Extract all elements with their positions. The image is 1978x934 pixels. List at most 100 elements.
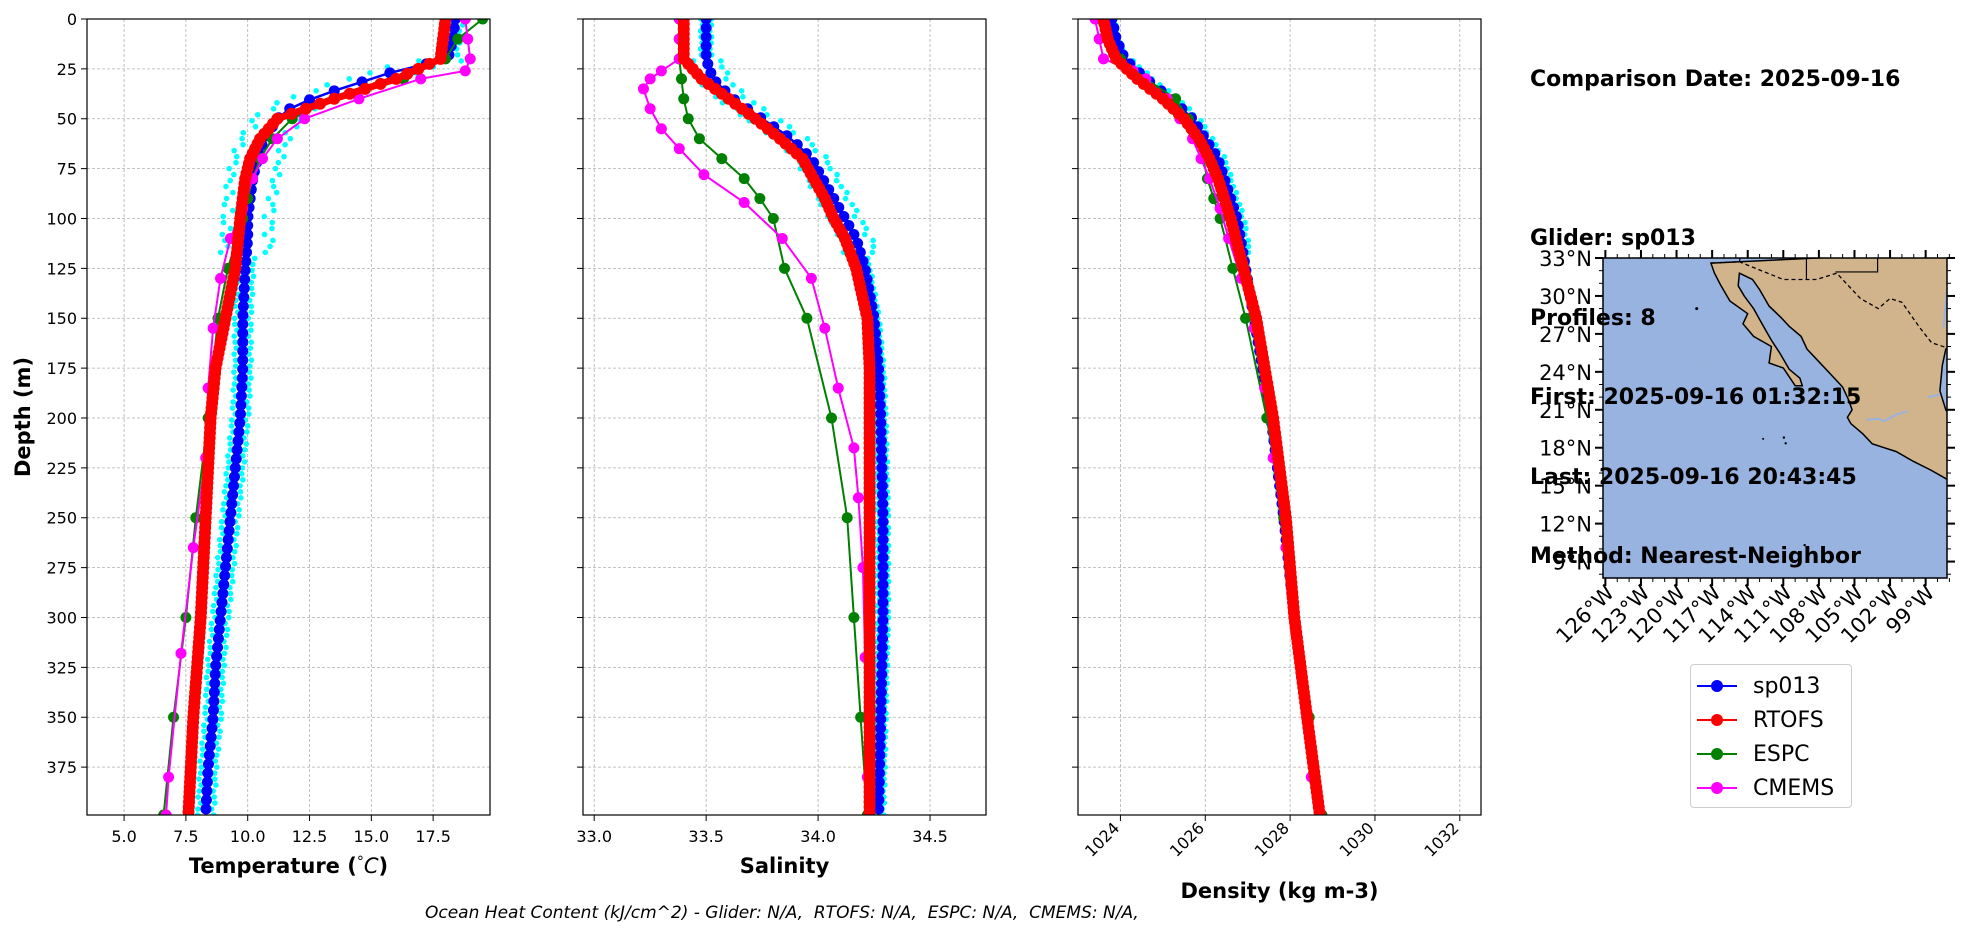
series-point-sp013 <box>874 758 886 770</box>
glider-profile-point <box>225 465 232 471</box>
glider-profile-point <box>718 58 724 64</box>
series-point-sp013 <box>875 408 887 420</box>
glider-profile-point <box>217 548 224 555</box>
glider-profile-point <box>240 141 246 148</box>
series-point-sp013 <box>200 803 212 815</box>
series-point-cmems <box>175 647 187 659</box>
glider-name: Glider: sp013 <box>1530 226 1696 251</box>
series-point-cmems <box>353 93 365 105</box>
series-point-sp013 <box>874 731 886 743</box>
series-point-sp013 <box>875 722 887 734</box>
series-point-rtofs <box>401 67 414 80</box>
series-rtofs <box>677 19 876 815</box>
glider-profile-point <box>231 381 238 387</box>
xtick-label: 33.5 <box>688 827 724 846</box>
map-island <box>1762 437 1765 440</box>
series-point-sp013 <box>216 597 228 609</box>
series-point-espc <box>779 262 790 274</box>
glider-profile-point <box>824 159 831 166</box>
series-point-sp013 <box>237 309 249 321</box>
glider-profile-point <box>870 243 877 250</box>
series-point-sp013 <box>873 794 885 806</box>
glider-profile-point <box>244 423 251 429</box>
glider-profile-point <box>217 249 224 256</box>
series-point-sp013 <box>873 363 885 375</box>
series-point-sp013 <box>223 525 235 537</box>
glider-profile-point <box>270 201 276 208</box>
glider-profile-point <box>229 405 236 411</box>
glider-profile-point <box>248 339 255 345</box>
series-point-sp013 <box>852 237 864 249</box>
glider-profile-point <box>194 812 201 815</box>
legend-item-cmems: CMEMS <box>1697 773 1834 803</box>
series-point-cmems <box>187 542 199 554</box>
glider-profile-point <box>210 812 217 815</box>
glider-profile-point <box>210 608 216 615</box>
series-point-cmems <box>819 322 831 334</box>
series-point-sp013 <box>218 579 230 591</box>
series-point-cmems <box>637 83 649 95</box>
series-point-sp013 <box>234 417 246 429</box>
map-content <box>1695 258 1947 547</box>
series-point-cmems <box>655 65 667 77</box>
series-point-sp013 <box>876 489 888 501</box>
series-point-sp013 <box>854 246 866 258</box>
series-point-cmems <box>655 123 667 135</box>
series-line-rtofs <box>185 19 449 813</box>
series-point-sp013 <box>700 31 712 43</box>
glider-profile-point <box>786 123 793 130</box>
glider-profile-point <box>834 171 840 178</box>
glider-profile-point <box>247 393 253 399</box>
series-point-rtofs <box>412 62 425 75</box>
series-point-sp013 <box>241 237 253 249</box>
series-point-cmems <box>257 153 269 165</box>
ytick-label: 225 <box>46 459 77 478</box>
xtick-label: 1024 <box>1081 818 1123 860</box>
series-point-espc <box>754 193 766 205</box>
series-point-rtofs <box>328 92 341 105</box>
series-point-sp013 <box>239 273 251 285</box>
glider-profile-point <box>204 656 211 663</box>
map-lat-label: 21°N <box>1539 399 1592 423</box>
glider-profile-point <box>238 494 244 501</box>
series-point-sp013 <box>205 731 217 743</box>
series-point-cmems <box>415 73 427 85</box>
glider-profile-point <box>220 680 227 687</box>
map-river <box>1927 393 1941 399</box>
glider-profile-point <box>240 453 246 459</box>
series-point-sp013 <box>203 749 215 761</box>
ytick-label: 50 <box>57 110 77 129</box>
glider-profile-point <box>230 189 236 196</box>
glider-profile-point <box>248 285 255 292</box>
map-border <box>1710 261 1947 349</box>
glider-profile-point <box>211 794 218 800</box>
glider-profile-point <box>232 339 239 345</box>
series-point-sp013 <box>219 570 231 582</box>
glider-profile-point <box>231 560 238 567</box>
series-point-espc <box>716 153 728 165</box>
glider-profile-point <box>223 483 229 489</box>
glider-profile-point <box>724 70 731 76</box>
glider-profile-point <box>849 201 856 208</box>
glider-profile-point <box>216 536 223 543</box>
glider-profile-point <box>202 710 208 717</box>
series-point-sp013 <box>877 543 889 555</box>
density-panel: 1024 1026 1028 1030 1032 Density (kg m-3) <box>1072 18 1482 903</box>
series-point-sp013 <box>201 785 213 797</box>
profile-count: Profiles: 8 <box>1530 305 1656 331</box>
series-point-cmems <box>644 73 656 85</box>
series-point-sp013 <box>873 803 885 815</box>
series-point-cmems <box>698 169 710 181</box>
glider-profile-point <box>290 94 297 100</box>
glider-profile-point <box>220 219 227 226</box>
comparison-date: Comparison Date: 2025-09-16 <box>1530 67 1901 92</box>
glider-profile-point <box>247 363 253 369</box>
plot-area <box>158 19 489 815</box>
series-point-sp013 <box>877 552 889 564</box>
series-point-sp013 <box>873 372 885 384</box>
series-point-sp013 <box>838 211 850 223</box>
series-point-sp013 <box>224 516 236 528</box>
xtick-label: 1026 <box>1166 818 1208 860</box>
series-point-sp013 <box>873 767 885 779</box>
glider-profile-point <box>231 351 237 357</box>
